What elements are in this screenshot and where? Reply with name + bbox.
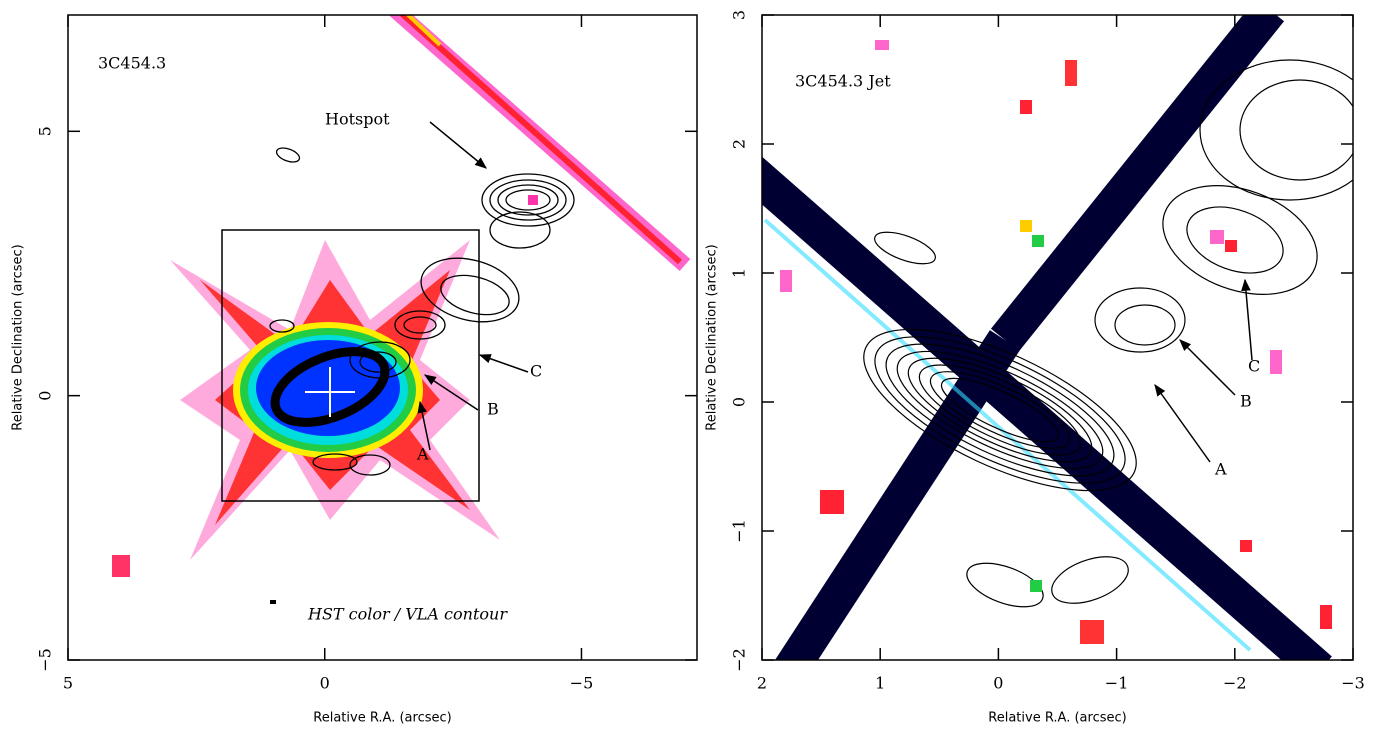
x-tick-label: 5 (63, 674, 73, 693)
x-tick-label: 1 (875, 674, 885, 693)
x-tick-label: −1 (1105, 674, 1129, 693)
y-tick-label: −1 (730, 519, 749, 543)
y-tick-label: 0 (36, 391, 55, 401)
annotation: B (487, 400, 499, 419)
annotation: A (416, 445, 429, 464)
y-axis-label: Relative Declination (arcsec) (705, 244, 720, 430)
hst-image-right (750, 10, 1380, 670)
x-tick-label: −3 (1341, 674, 1365, 693)
x-tick-label: −5 (570, 674, 594, 693)
annotation: A (1214, 460, 1227, 479)
y-tick-label: 3 (730, 10, 749, 20)
annotation: B (1240, 392, 1252, 411)
annotation: C (530, 362, 542, 381)
x-tick-label: −2 (1223, 674, 1247, 693)
x-tick-label: 0 (993, 674, 1003, 693)
y-tick-label: 0 (730, 397, 749, 407)
annotation: HST color / VLA contour (307, 605, 508, 624)
annotation: C (1248, 357, 1260, 376)
x-tick-label: 0 (320, 674, 330, 693)
y-tick-label: −5 (36, 648, 55, 672)
x-tick-label: 2 (757, 674, 767, 693)
y-tick-label: 2 (730, 139, 749, 149)
figure: 5 0 −5 −5 0 5 Relative R.A. (arcsec) Relative D… (0, 0, 1385, 733)
annotation: Hotspot (325, 110, 390, 129)
panel-title: 3C454.3 Jet (795, 72, 891, 91)
panel-title: 3C454.3 (98, 54, 166, 73)
x-axis-label: Relative R.A. (arcsec) (988, 711, 1126, 726)
hst-image-left (112, 10, 685, 604)
y-axis-label: Relative Declination (arcsec) (11, 244, 26, 430)
y-tick-label: −2 (730, 648, 749, 672)
y-tick-label: 1 (730, 268, 749, 278)
y-tick-label: 5 (36, 126, 55, 136)
x-axis-label: Relative R.A. (arcsec) (313, 711, 451, 726)
